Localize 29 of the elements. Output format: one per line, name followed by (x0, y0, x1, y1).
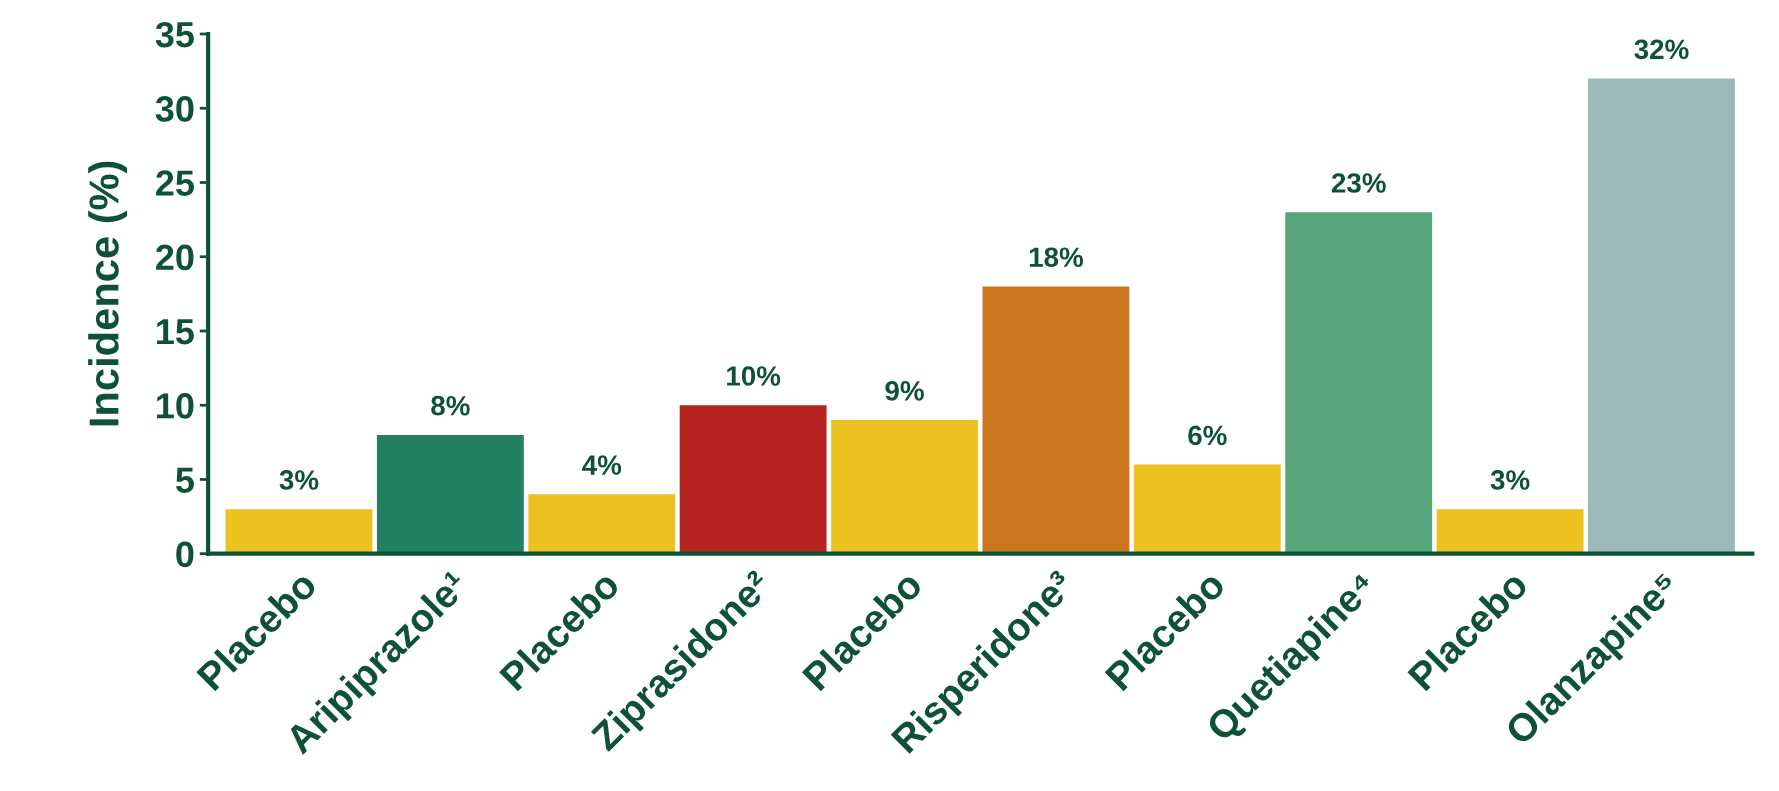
y-tick-label: 25 (156, 170, 194, 196)
data-label: 23% (1331, 173, 1386, 193)
data-label: 18% (1029, 247, 1083, 268)
y-tick-label: 30 (155, 96, 194, 122)
data-label: 6% (1188, 425, 1227, 446)
bar (982, 286, 1130, 554)
y-tick-label: 0 (176, 541, 194, 568)
bar (1133, 464, 1281, 554)
bar (376, 434, 524, 554)
y-tick-label: 20 (156, 244, 194, 271)
bar (679, 405, 827, 554)
y-axis-title: Incidence (%) (88, 161, 128, 426)
bar (1588, 78, 1735, 554)
y-tick-label: 5 (175, 467, 194, 493)
data-label: 4% (582, 455, 622, 475)
bar (1285, 212, 1433, 554)
y-tick-label: 15 (157, 319, 194, 345)
bar (225, 509, 373, 554)
bar (1436, 509, 1584, 554)
bar (831, 420, 978, 554)
data-label: 3% (279, 470, 319, 490)
data-label: 10% (727, 366, 781, 386)
data-label: 3% (1490, 470, 1530, 490)
data-label: 9% (885, 381, 924, 401)
data-label: 8% (431, 395, 470, 416)
data-label: 32% (1634, 39, 1689, 60)
y-tick-label: 10 (157, 393, 194, 419)
bar (528, 494, 676, 554)
y-tick-label: 35 (155, 21, 194, 48)
